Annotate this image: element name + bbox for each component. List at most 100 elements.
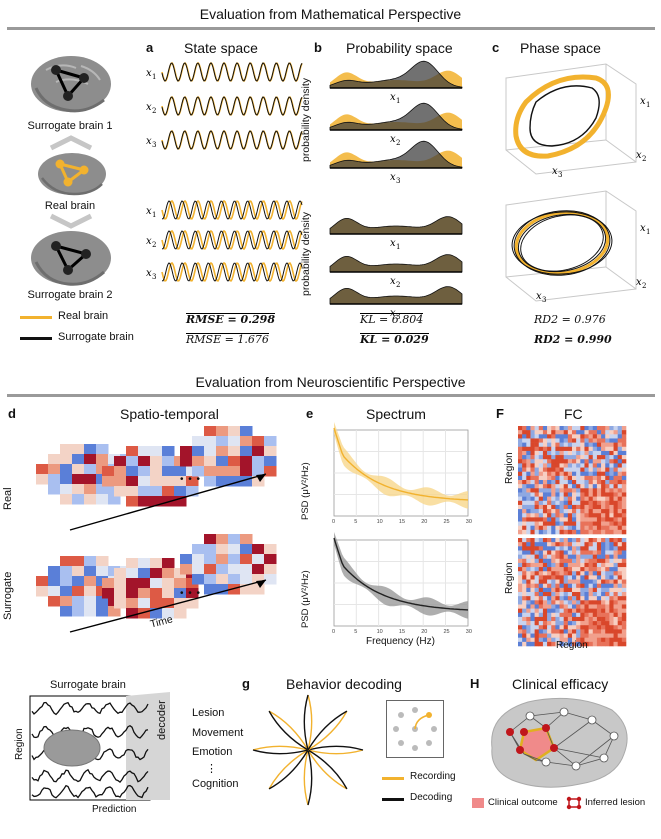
fc-cell xyxy=(551,459,556,464)
fc-cell xyxy=(547,471,552,477)
fc-cell xyxy=(534,459,540,464)
fc-cell xyxy=(596,480,602,485)
fc-cell xyxy=(576,459,581,464)
fc-cell xyxy=(605,455,610,460)
fc-cell xyxy=(522,621,527,626)
fc-cell xyxy=(559,529,564,535)
fc-cell xyxy=(609,492,614,497)
fc-cell xyxy=(601,571,606,576)
fc-cell xyxy=(592,587,598,593)
rmse-bottom-value: RMSE = 1.676 xyxy=(186,333,269,346)
fc-cell xyxy=(551,600,556,605)
fc-cell xyxy=(621,426,627,431)
fc-cell xyxy=(518,500,523,506)
fc-cell xyxy=(538,542,544,547)
fc-cell xyxy=(572,567,577,572)
fc-cell xyxy=(588,579,594,584)
fc-cell xyxy=(596,430,602,435)
fc-cell xyxy=(588,637,594,643)
rmse-top-value: RMSE = 0.298 xyxy=(186,313,275,326)
fc-cell xyxy=(542,488,548,493)
fc-cell xyxy=(592,426,598,431)
fc-cell xyxy=(542,450,548,456)
fc-cell xyxy=(551,480,556,485)
fc-cell xyxy=(580,480,585,485)
fc-cell xyxy=(572,583,577,589)
fc-cell xyxy=(613,438,618,443)
surrogate-brain-1-illustration xyxy=(31,56,111,113)
fc-cell xyxy=(576,587,581,593)
var-label: x xyxy=(146,136,152,147)
brain-parcel xyxy=(114,598,127,609)
fc-cell xyxy=(621,529,627,535)
brain-parcel xyxy=(228,564,241,575)
fc-cell xyxy=(588,542,594,547)
brain-parcel xyxy=(96,444,109,455)
fc-cell xyxy=(584,637,589,643)
fc-cell xyxy=(542,587,548,593)
x-tick-label: 5 xyxy=(354,519,357,525)
fc-cell xyxy=(584,633,589,638)
brain-map xyxy=(36,556,133,617)
fc-cell xyxy=(530,567,535,572)
fc-cell xyxy=(518,513,523,518)
fc-cell xyxy=(534,583,540,589)
fc-cell xyxy=(588,596,594,601)
svg-text:3: 3 xyxy=(542,296,546,304)
fc-cell xyxy=(609,612,614,618)
fc-cell xyxy=(588,529,594,535)
fc-cell xyxy=(542,446,548,452)
fc-cell xyxy=(563,558,569,564)
brain-parcel xyxy=(126,578,139,589)
fc-cell xyxy=(538,575,544,580)
fc-cell xyxy=(592,463,598,468)
fc-cell xyxy=(522,492,527,497)
fc-cell xyxy=(572,621,577,626)
fc-cell xyxy=(526,446,531,452)
fc-cell xyxy=(530,608,535,614)
brain-parcel xyxy=(204,534,217,545)
fc-cell xyxy=(555,463,560,468)
var-subscript: 3 xyxy=(152,273,156,281)
fc-cell xyxy=(559,446,564,452)
fc-cell xyxy=(522,467,527,472)
fc-cell xyxy=(534,633,540,638)
fc-cell xyxy=(621,480,627,485)
fc-cell xyxy=(522,488,527,493)
kl-bottom-value: KL = 0.029 xyxy=(360,333,429,346)
fc-cell xyxy=(592,612,598,618)
legend-clinical-outcome-swatch xyxy=(472,798,484,808)
brain-parcel xyxy=(72,576,85,587)
fc-cell xyxy=(588,459,594,464)
fc-cell xyxy=(555,442,560,448)
fc-cell xyxy=(613,500,618,506)
fc-cell xyxy=(617,629,623,634)
fc-cell xyxy=(617,484,623,489)
fc-cell xyxy=(555,583,560,589)
target-layout-inset xyxy=(386,700,444,758)
fc-cell xyxy=(563,542,569,547)
fc-cell xyxy=(542,538,548,543)
fc-cell xyxy=(563,567,569,572)
fc-cell xyxy=(555,571,560,576)
fc-cell xyxy=(617,600,623,605)
decoder-box xyxy=(126,692,170,800)
fc-cell xyxy=(551,575,556,580)
legend-inferred-lesion-label: Inferred lesion xyxy=(585,797,646,808)
fc-cell xyxy=(563,521,569,526)
fc-cell xyxy=(609,562,614,568)
fc-cell xyxy=(563,625,569,630)
fc-cell xyxy=(534,641,540,647)
brain-parcel xyxy=(114,456,127,467)
x-tick-label: 25 xyxy=(444,519,450,525)
fc-cell xyxy=(555,621,560,626)
fc-cell xyxy=(522,616,527,622)
brain-parcel xyxy=(72,494,85,505)
fc-cell xyxy=(522,567,527,572)
fc-cell xyxy=(551,450,556,456)
decoder-region-label: Region xyxy=(14,728,25,760)
fc-cell xyxy=(617,633,623,638)
fc-cell xyxy=(563,641,569,647)
fc-cell xyxy=(576,513,581,518)
fc-cell xyxy=(596,596,602,601)
